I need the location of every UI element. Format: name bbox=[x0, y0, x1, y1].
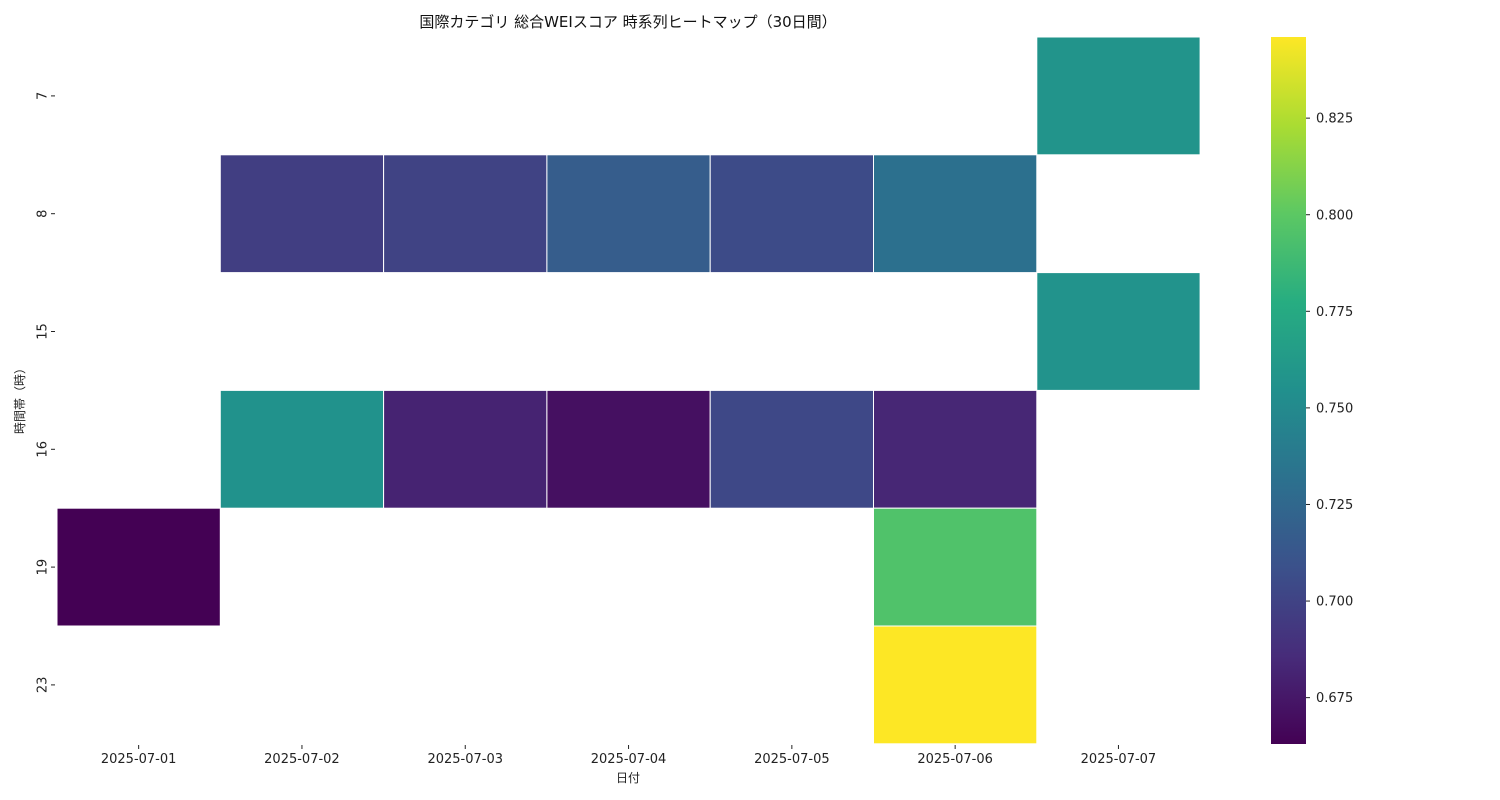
heatmap-cell bbox=[546, 389, 711, 509]
x-tick-label: 2025-07-06 bbox=[917, 752, 993, 767]
x-tick-label: 2025-07-05 bbox=[754, 752, 830, 767]
y-tick-label: 23 bbox=[36, 677, 51, 694]
colorbar-tick-label: 0.725 bbox=[1316, 498, 1353, 513]
x-tick-label: 2025-07-04 bbox=[591, 752, 667, 767]
heatmap-cell bbox=[383, 389, 548, 509]
colorbar bbox=[1271, 37, 1306, 744]
y-axis-label: 時間帯（時） bbox=[13, 362, 27, 434]
y-tick-label: 19 bbox=[36, 559, 51, 576]
heatmap-cell bbox=[219, 154, 385, 274]
heatmap-cell bbox=[709, 389, 875, 509]
colorbar-ticks: 0.675 0.700 0.725 0.750 0.775 0.800 0.825 bbox=[1306, 112, 1353, 706]
y-tick-label: 16 bbox=[36, 441, 51, 458]
heatmap-cell bbox=[1036, 36, 1201, 156]
colorbar-tick-label: 0.825 bbox=[1316, 112, 1353, 127]
x-tick-label: 2025-07-02 bbox=[264, 752, 340, 767]
heatmap-cell bbox=[383, 154, 548, 274]
colorbar-tick-label: 0.700 bbox=[1316, 595, 1353, 610]
heatmap-cells bbox=[56, 36, 1201, 745]
heatmap-cell bbox=[873, 507, 1038, 627]
x-tick-label: 2025-07-07 bbox=[1081, 752, 1157, 767]
y-tick-label: 8 bbox=[36, 210, 51, 218]
heatmap-cell bbox=[873, 154, 1038, 274]
colorbar-tick-label: 0.775 bbox=[1316, 305, 1353, 320]
x-axis-label: 日付 bbox=[616, 771, 640, 785]
heatmap-cell bbox=[546, 154, 711, 274]
y-axis-ticks: 7 8 15 16 19 23 bbox=[36, 92, 55, 693]
heatmap-cell bbox=[873, 625, 1038, 745]
heatmap-cell bbox=[219, 389, 385, 509]
colorbar-tick-label: 0.750 bbox=[1316, 401, 1353, 416]
chart-title: 国際カテゴリ 総合WEIスコア 時系列ヒートマップ（30日間） bbox=[419, 13, 836, 31]
heatmap-cell bbox=[873, 389, 1038, 509]
colorbar-tick-label: 0.675 bbox=[1316, 691, 1353, 706]
heatmap-cell bbox=[1036, 272, 1201, 391]
x-tick-label: 2025-07-01 bbox=[101, 752, 177, 767]
heatmap-cell bbox=[709, 154, 875, 274]
heatmap-cell bbox=[56, 507, 221, 627]
colorbar-tick-label: 0.800 bbox=[1316, 208, 1353, 223]
y-tick-label: 15 bbox=[36, 323, 51, 340]
x-axis-ticks: 2025-07-01 2025-07-02 2025-07-03 2025-07-04… bbox=[101, 745, 1156, 767]
y-tick-label: 7 bbox=[36, 92, 51, 100]
x-tick-label: 2025-07-03 bbox=[427, 752, 503, 767]
